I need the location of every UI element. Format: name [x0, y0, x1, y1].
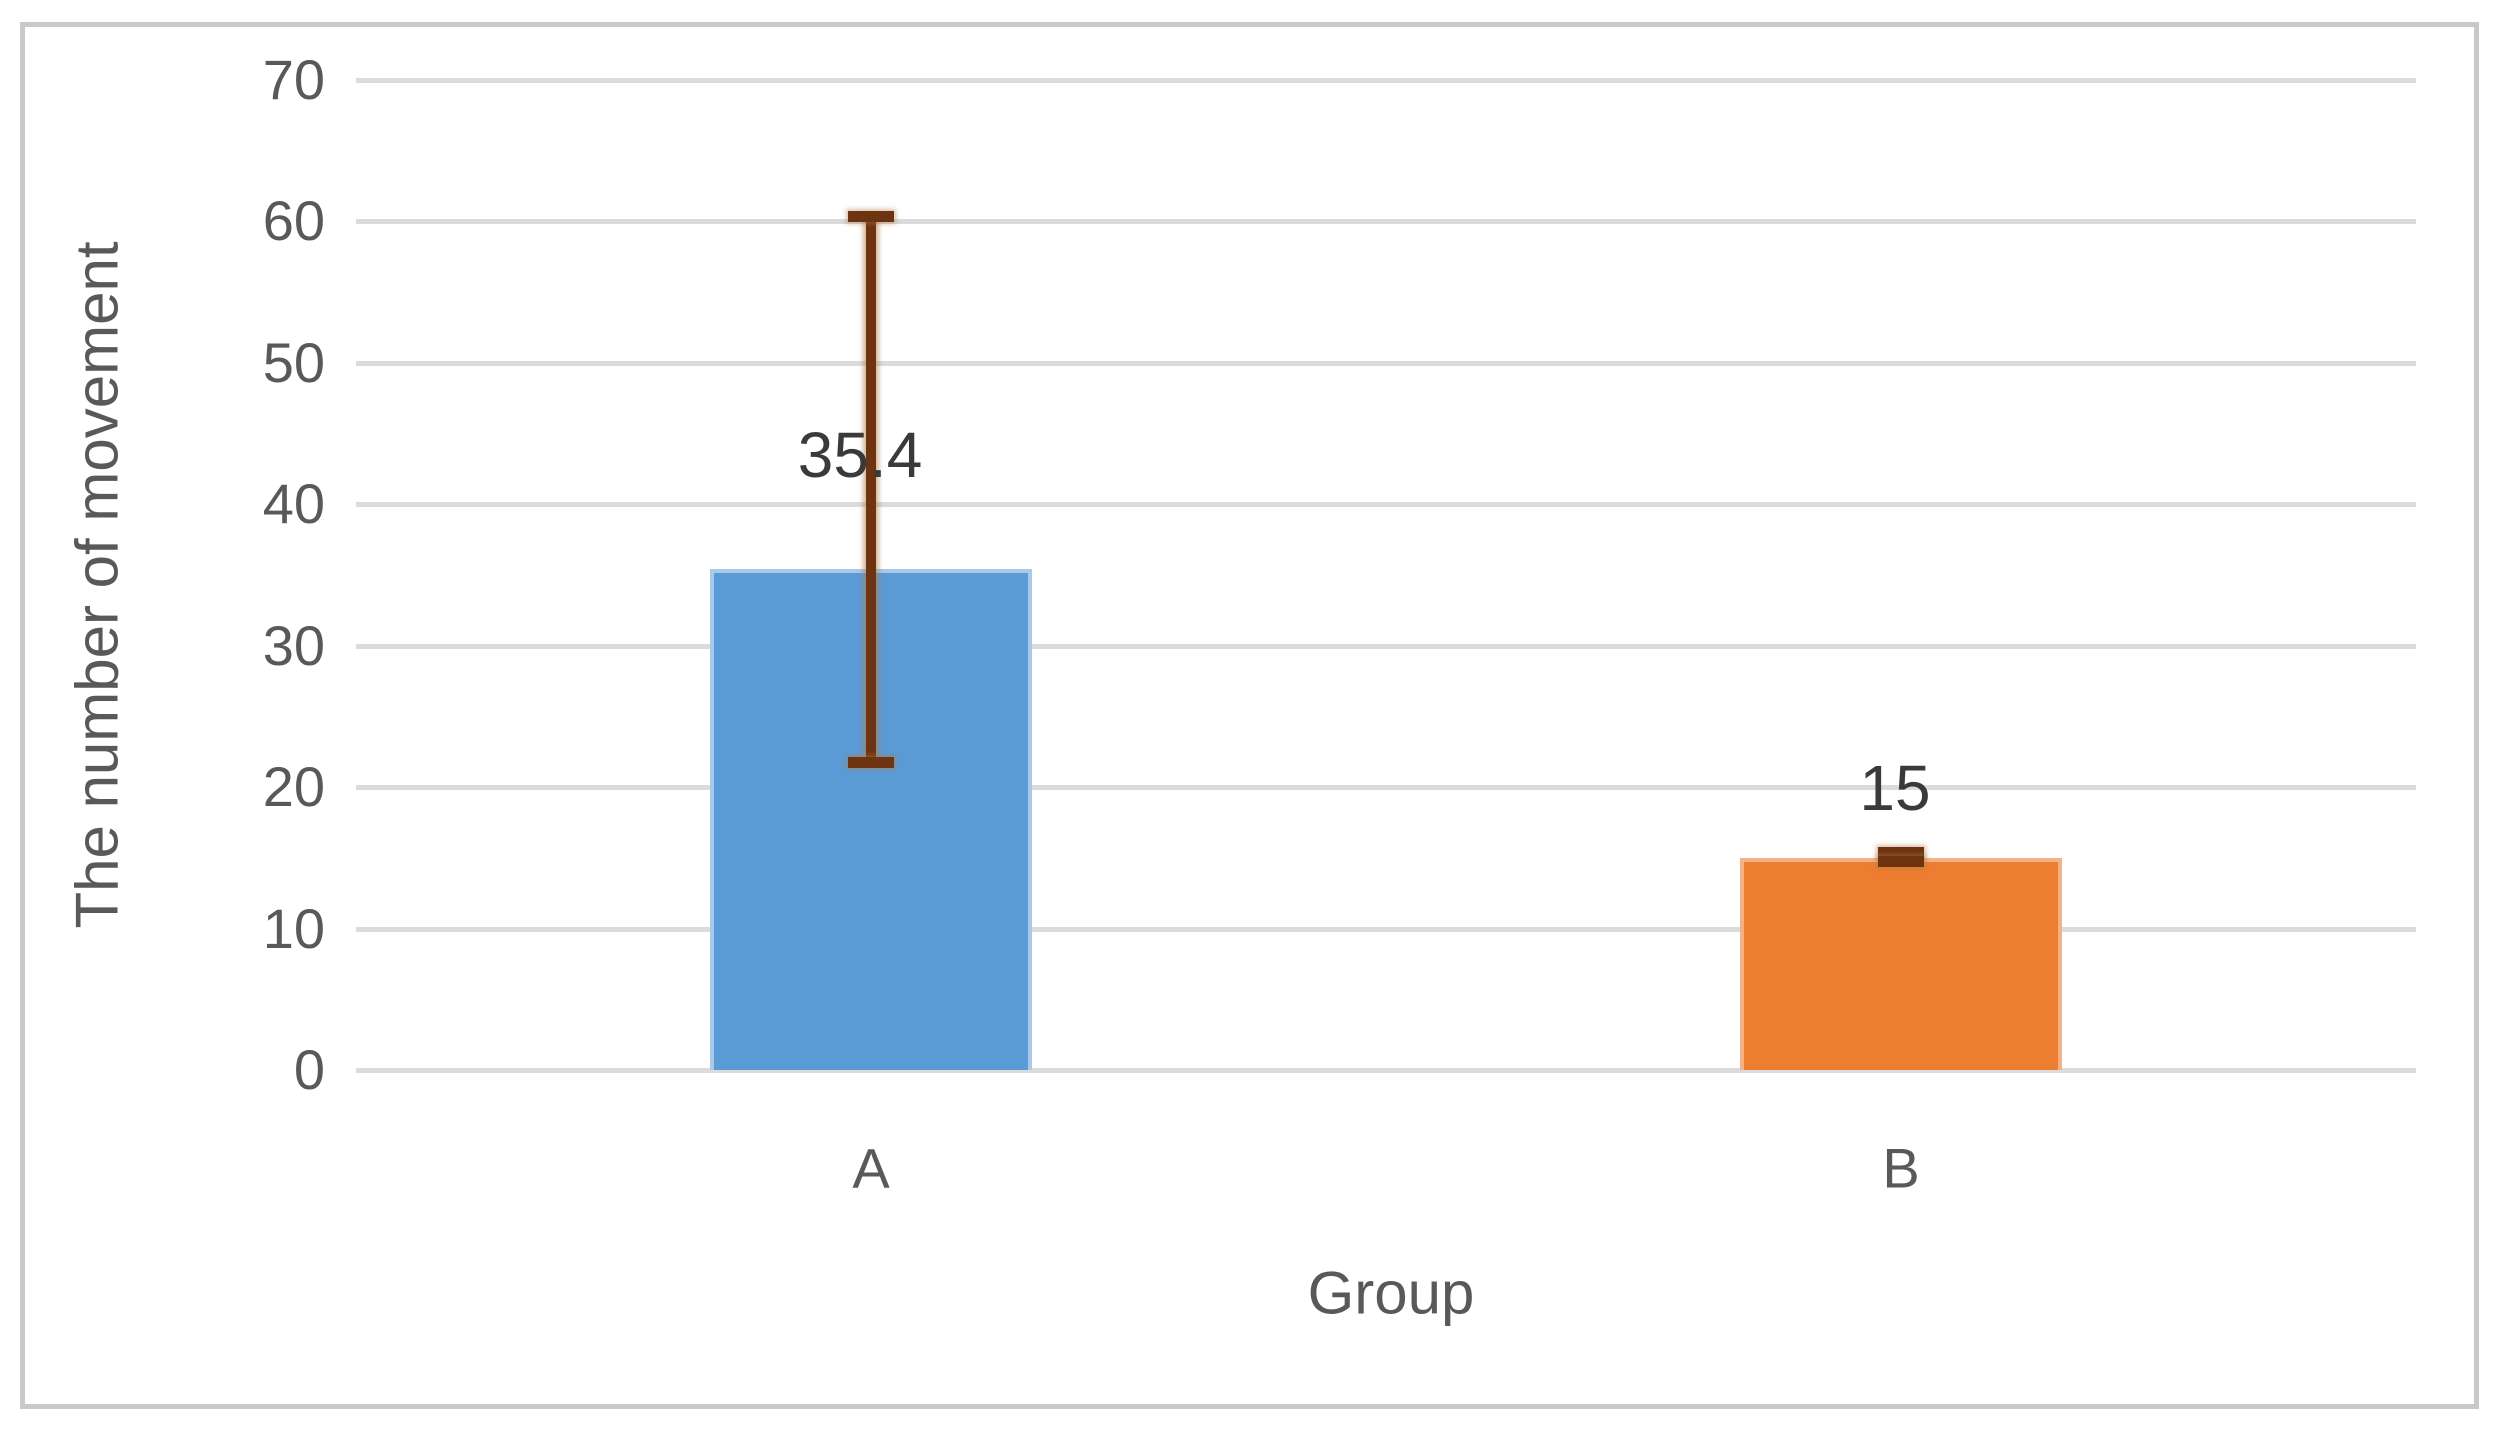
gridline-y-10	[356, 926, 2416, 932]
gridline-y-40	[356, 502, 2416, 508]
y-tick-label-0: 0	[293, 1038, 325, 1101]
error-bar-cap-top-a	[848, 211, 894, 223]
data-label-a: 35.4	[797, 419, 923, 491]
gridline-y-50	[356, 360, 2416, 366]
x-tick-label-a: A	[852, 1136, 890, 1200]
y-tick-label-50: 50	[262, 330, 325, 394]
gridline-y-30	[356, 643, 2416, 649]
gridline-y-70	[356, 78, 2416, 83]
x-axis-title: Group	[1307, 1259, 1475, 1327]
y-tick-label-20: 20	[262, 755, 325, 819]
y-tick-label-10: 10	[262, 896, 325, 960]
error-bar-cap-bottom-b	[1878, 855, 1924, 867]
bar-b	[1740, 857, 2062, 1070]
error-bar-stem-a	[866, 217, 876, 762]
gridline-y-0	[356, 1068, 2416, 1073]
chart-frame: The number of movement Group 0 10 20 30 40 50…	[20, 22, 2479, 1409]
gridline-y-20	[356, 785, 2416, 791]
y-tick-label-30: 30	[262, 613, 325, 677]
y-tick-label-40: 40	[262, 472, 325, 536]
x-tick-label-b: B	[1882, 1136, 1920, 1200]
gridline-y-60	[356, 219, 2416, 225]
error-bar-cap-top-b	[1878, 846, 1924, 858]
error-bar-cap-bottom-a	[848, 756, 894, 768]
y-tick-label-70: 70	[262, 48, 325, 111]
data-label-b: 15	[1859, 752, 1931, 824]
y-tick-label-60: 60	[262, 189, 325, 253]
